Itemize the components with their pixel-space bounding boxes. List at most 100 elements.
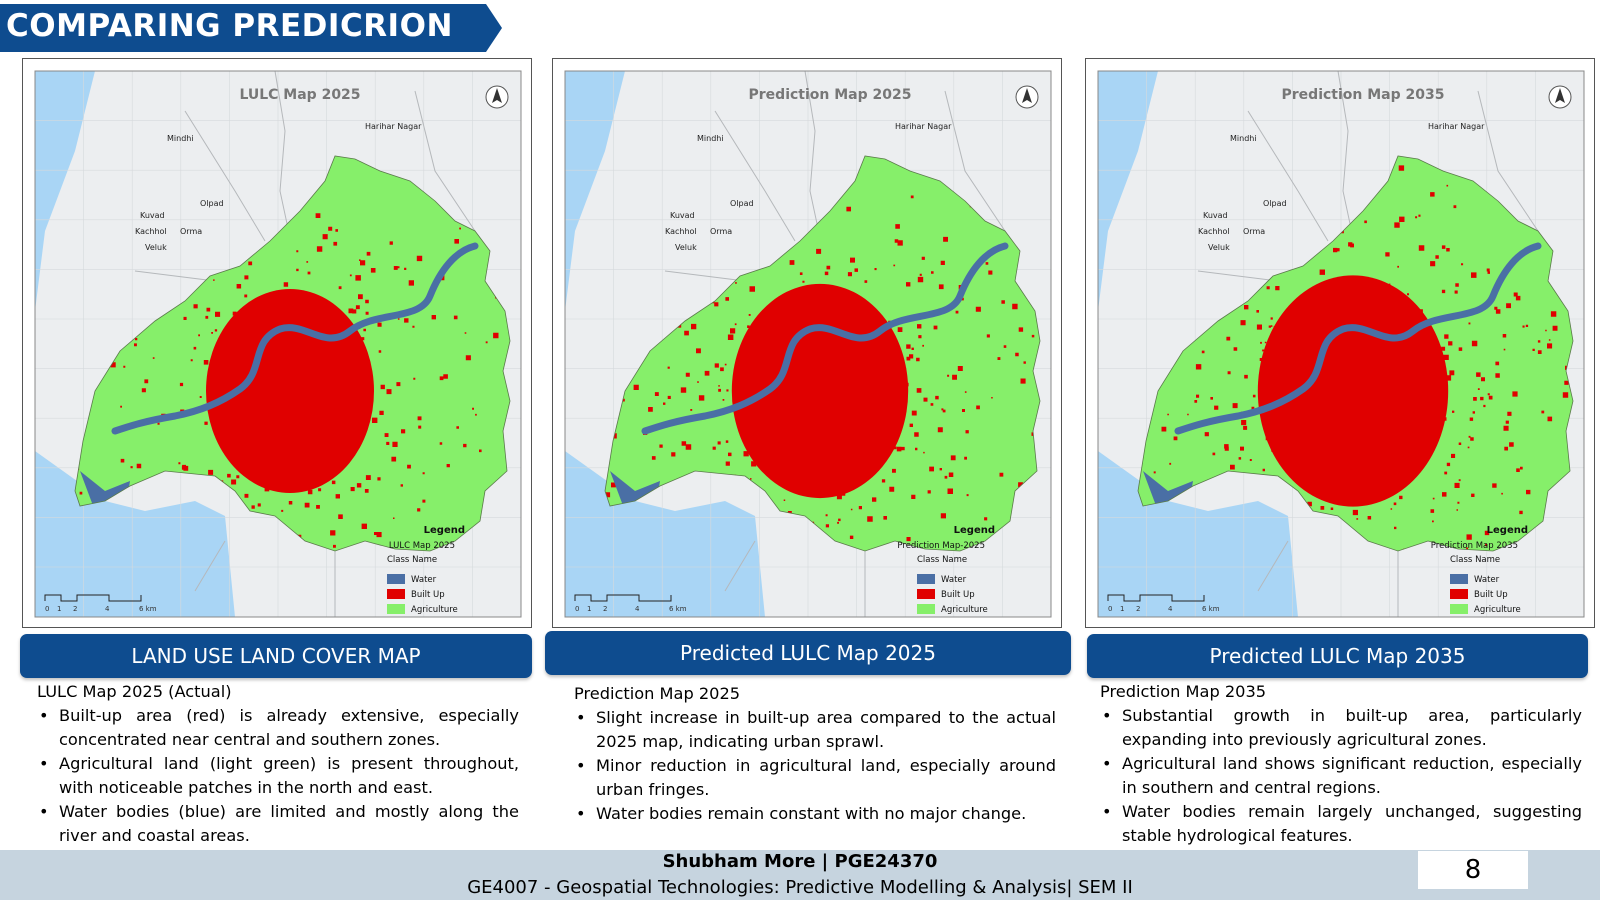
map-title: LULC Map 2025 bbox=[239, 87, 360, 103]
scale-label: 6 km bbox=[1202, 605, 1220, 613]
page-number: 8 bbox=[1418, 851, 1528, 889]
bullet-item: Built-up area (red) is already extensive… bbox=[37, 704, 519, 752]
legend-swatch bbox=[387, 589, 405, 599]
title-banner: COMPARING PREDICRION MAPS bbox=[0, 0, 502, 84]
place-label: Harihar Nagar bbox=[895, 122, 952, 131]
footer-bar: Shubham More | PGE24370 GE4007 - Geospat… bbox=[0, 850, 1600, 900]
legend-class-header: Class Name bbox=[917, 555, 967, 565]
legend-swatch bbox=[387, 574, 405, 584]
river bbox=[1174, 242, 1542, 435]
bullet-item: Substantial growth in built-up area, par… bbox=[1100, 704, 1582, 752]
map-legend: Legend Prediction Map 2035 Class Name Water… bbox=[1431, 525, 1528, 615]
sea-area bbox=[35, 71, 95, 311]
place-label: Kachhol bbox=[1198, 227, 1230, 236]
sea-area bbox=[565, 71, 625, 311]
map-panel-lulc-2025: LULC Map 2025 Harihar Nagar Mindhi Olpad Kuv… bbox=[22, 58, 532, 628]
scale-label: 6 km bbox=[139, 605, 157, 613]
legend-title: Legend bbox=[1487, 525, 1528, 536]
legend-class-label: Water bbox=[411, 575, 437, 585]
legend-map-name: LULC Map 2025 bbox=[389, 541, 455, 551]
bullet-item: Minor reduction in agricultural land, es… bbox=[574, 754, 1056, 802]
panel-label-prediction-2025: Predicted LULC Map 2025 bbox=[545, 631, 1071, 675]
lulc-map: Prediction Map 2025 Harihar Nagar Mindhi Ol… bbox=[564, 70, 1052, 618]
panel-label-lulc: LAND USE LAND COVER MAP bbox=[20, 634, 532, 678]
legend-swatch bbox=[917, 589, 935, 599]
description-heading: Prediction Map 2035 bbox=[1100, 682, 1267, 701]
scale-label: 2 bbox=[73, 605, 77, 613]
scale-label: 6 km bbox=[669, 605, 687, 613]
urban-core bbox=[731, 283, 909, 499]
legend-class-label: Agriculture bbox=[411, 605, 458, 615]
bullet-list: Built-up area (red) is already extensive… bbox=[37, 704, 519, 848]
legend-title: Legend bbox=[954, 525, 995, 536]
legend-swatch bbox=[1450, 604, 1468, 614]
map-panel-prediction-2035: Prediction Map 2035 Harihar Nagar Mindhi Ol… bbox=[1085, 58, 1595, 628]
legend-swatch bbox=[917, 604, 935, 614]
legend-class-label: Water bbox=[941, 575, 967, 585]
place-label: Olpad bbox=[730, 199, 754, 208]
bullet-list: Substantial growth in built-up area, par… bbox=[1100, 704, 1582, 848]
map-panel-prediction-2025: Prediction Map 2025 Harihar Nagar Mindhi Ol… bbox=[552, 58, 1062, 628]
title-banner-shape bbox=[0, 4, 502, 52]
scale-label: 1 bbox=[57, 605, 61, 613]
place-label: Mindhi bbox=[167, 134, 194, 143]
place-label: Orma bbox=[1243, 227, 1265, 236]
legend-class-header: Class Name bbox=[387, 555, 437, 565]
bullet-item: Water bodies (blue) are limited and most… bbox=[37, 800, 519, 848]
legend-class-header: Class Name bbox=[1450, 555, 1500, 565]
legend-map-name: Prediction Map-2025 bbox=[897, 541, 985, 551]
legend-title: Legend bbox=[424, 525, 465, 536]
legend-swatch bbox=[917, 574, 935, 584]
place-label: Harihar Nagar bbox=[365, 122, 422, 131]
legend-class-label: Built Up bbox=[411, 590, 445, 600]
bullet-item: Slight increase in built-up area compare… bbox=[574, 706, 1056, 754]
place-label: Mindhi bbox=[697, 134, 724, 143]
scale-label: 2 bbox=[603, 605, 607, 613]
legend-class-label: Water bbox=[1474, 575, 1500, 585]
scale-label: 1 bbox=[587, 605, 591, 613]
place-label: Mindhi bbox=[1230, 134, 1257, 143]
river bbox=[111, 242, 479, 435]
description-heading: LULC Map 2025 (Actual) bbox=[37, 682, 232, 701]
scale-label: 2 bbox=[1136, 605, 1140, 613]
bullet-item: Agricultural land shows significant redu… bbox=[1100, 752, 1582, 800]
place-label: Kachhol bbox=[135, 227, 167, 236]
legend-swatch bbox=[1450, 589, 1468, 599]
scale-label: 4 bbox=[105, 605, 110, 613]
legend-class-label: Built Up bbox=[941, 590, 975, 600]
bullet-item: Agricultural land (light green) is prese… bbox=[37, 752, 519, 800]
place-label: Veluk bbox=[1208, 243, 1230, 252]
scale-label: 4 bbox=[1168, 605, 1173, 613]
footer-author: Shubham More | PGE24370 bbox=[662, 851, 938, 872]
description-prediction-2025: Prediction Map 2025 Slight increase in b… bbox=[574, 682, 1056, 826]
legend-map-name: Prediction Map 2035 bbox=[1431, 541, 1518, 551]
legend-class-label: Built Up bbox=[1474, 590, 1508, 600]
place-label: Olpad bbox=[1263, 199, 1287, 208]
description-lulc-2025: LULC Map 2025 (Actual) Built-up area (re… bbox=[37, 680, 519, 848]
bullet-item: Water bodies remain constant with no maj… bbox=[574, 802, 1056, 826]
place-label: Veluk bbox=[145, 243, 167, 252]
map-legend: Legend Prediction Map-2025 Class Name Water… bbox=[897, 525, 995, 615]
bullet-item: Water bodies remain largely unchanged, s… bbox=[1100, 800, 1582, 848]
place-label: Harihar Nagar bbox=[1428, 122, 1485, 131]
place-label: Kuvad bbox=[140, 211, 165, 220]
sea-area bbox=[1098, 71, 1158, 311]
legend-class-label: Agriculture bbox=[941, 605, 988, 615]
bullet-list: Slight increase in built-up area compare… bbox=[574, 706, 1056, 826]
description-heading: Prediction Map 2025 bbox=[574, 684, 741, 703]
legend-swatch bbox=[387, 604, 405, 614]
scale-label: 0 bbox=[575, 605, 579, 613]
lulc-map: Prediction Map 2035 Harihar Nagar Mindhi Ol… bbox=[1097, 70, 1585, 618]
place-label: Orma bbox=[180, 227, 202, 236]
scale-label: 0 bbox=[45, 605, 49, 613]
scale-label: 4 bbox=[635, 605, 640, 613]
place-label: Kachhol bbox=[665, 227, 697, 236]
legend-swatch bbox=[1450, 574, 1468, 584]
place-label: Olpad bbox=[200, 199, 224, 208]
scale-label: 0 bbox=[1108, 605, 1112, 613]
place-label: Kuvad bbox=[670, 211, 695, 220]
footer-course: GE4007 - Geospatial Technologies: Predic… bbox=[467, 877, 1133, 898]
panel-label-prediction-2035: Predicted LULC Map 2035 bbox=[1087, 634, 1588, 678]
